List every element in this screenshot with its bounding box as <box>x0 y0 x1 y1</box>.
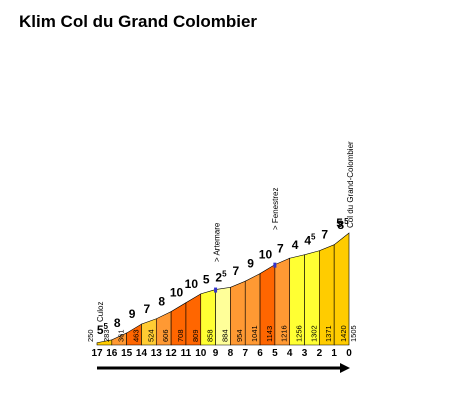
altitude-label: 283 <box>102 329 111 342</box>
km-tick-label: 15 <box>121 348 133 359</box>
altitude-label: 809 <box>191 329 200 342</box>
page-title: Klim Col du Grand Colombier <box>19 12 258 31</box>
grade-label: 7 <box>321 228 328 242</box>
altitude-label: 463 <box>131 329 140 342</box>
altitude-label: 708 <box>176 329 185 342</box>
km-tick-label: 3 <box>302 348 308 359</box>
grade-label: 7 <box>144 302 151 316</box>
grade-label: 9 <box>129 307 136 321</box>
direction-arrow-head <box>340 363 350 373</box>
grade-label: 7 <box>277 241 284 255</box>
summit-altitude-label: 1505 <box>349 325 358 342</box>
altitude-label: 884 <box>220 329 229 342</box>
grade-label: 5 <box>203 273 210 287</box>
start-altitude-label: 250 <box>86 329 95 342</box>
grade-label: 10 <box>185 277 199 291</box>
grade-label: 8 <box>158 295 165 309</box>
location-marker <box>214 287 218 293</box>
altitude-label: 954 <box>235 329 244 342</box>
altitude-label: 606 <box>161 329 170 342</box>
grade-label: 8 <box>114 316 121 330</box>
km-tick-label: 13 <box>151 348 163 359</box>
km-tick-label: 2 <box>317 348 323 359</box>
profile-bar-km-1 <box>333 232 350 346</box>
altitude-label: 1143 <box>265 326 274 342</box>
altitude-label: 858 <box>206 329 215 342</box>
km-tick-label: 11 <box>181 348 192 359</box>
grade-label: 25 <box>215 269 227 284</box>
km-tick-label: 9 <box>213 348 219 359</box>
km-tick-label: 6 <box>257 348 263 359</box>
km-tick-label: 5 <box>272 348 278 359</box>
km-tick-label: 0 <box>346 348 352 359</box>
km-tick-label: 17 <box>91 348 103 359</box>
grade-label: 7 <box>232 264 239 278</box>
grade-label: 10 <box>259 248 273 262</box>
altitude-label: 1216 <box>280 325 289 342</box>
altitude-label: 361 <box>117 329 126 342</box>
summit-grade-decimal: 5 <box>344 217 349 226</box>
km-tick-label: 10 <box>195 348 207 359</box>
grade-label: 45 <box>304 233 316 248</box>
km-tick-label: 16 <box>106 348 118 359</box>
location-marker <box>273 262 277 268</box>
km-tick-label: 8 <box>228 348 234 359</box>
place-label: Col du Grand-Colombier <box>346 141 355 228</box>
grade-label: 4 <box>292 238 299 252</box>
altitude-label: 1371 <box>324 325 333 342</box>
altitude-label: 524 <box>146 329 155 342</box>
altitude-label: 1256 <box>295 325 304 342</box>
grade-decimal: 5 <box>104 322 109 331</box>
place-label: > Fenestrez <box>271 188 280 230</box>
grade-label: 5 <box>336 216 343 230</box>
place-label: > Artemare <box>213 222 222 262</box>
km-tick-label: 7 <box>242 348 248 359</box>
grade-label: 55 <box>97 322 109 337</box>
grade-decimal: 5 <box>222 269 227 278</box>
grade-label: 9 <box>247 257 254 271</box>
km-tick-label: 14 <box>136 348 148 359</box>
grade-decimal: 5 <box>311 233 316 242</box>
altitude-label: 1420 <box>339 325 348 342</box>
altitude-label: 1041 <box>250 325 259 342</box>
summit-grade-label: 85 <box>337 217 349 232</box>
km-tick-label: 4 <box>287 348 293 359</box>
altitude-label: 1302 <box>309 325 318 342</box>
km-tick-label: 12 <box>166 348 178 359</box>
km-tick-label: 1 <box>331 348 337 359</box>
place-label: Culoz <box>96 302 105 322</box>
grade-label: 10 <box>170 286 184 300</box>
